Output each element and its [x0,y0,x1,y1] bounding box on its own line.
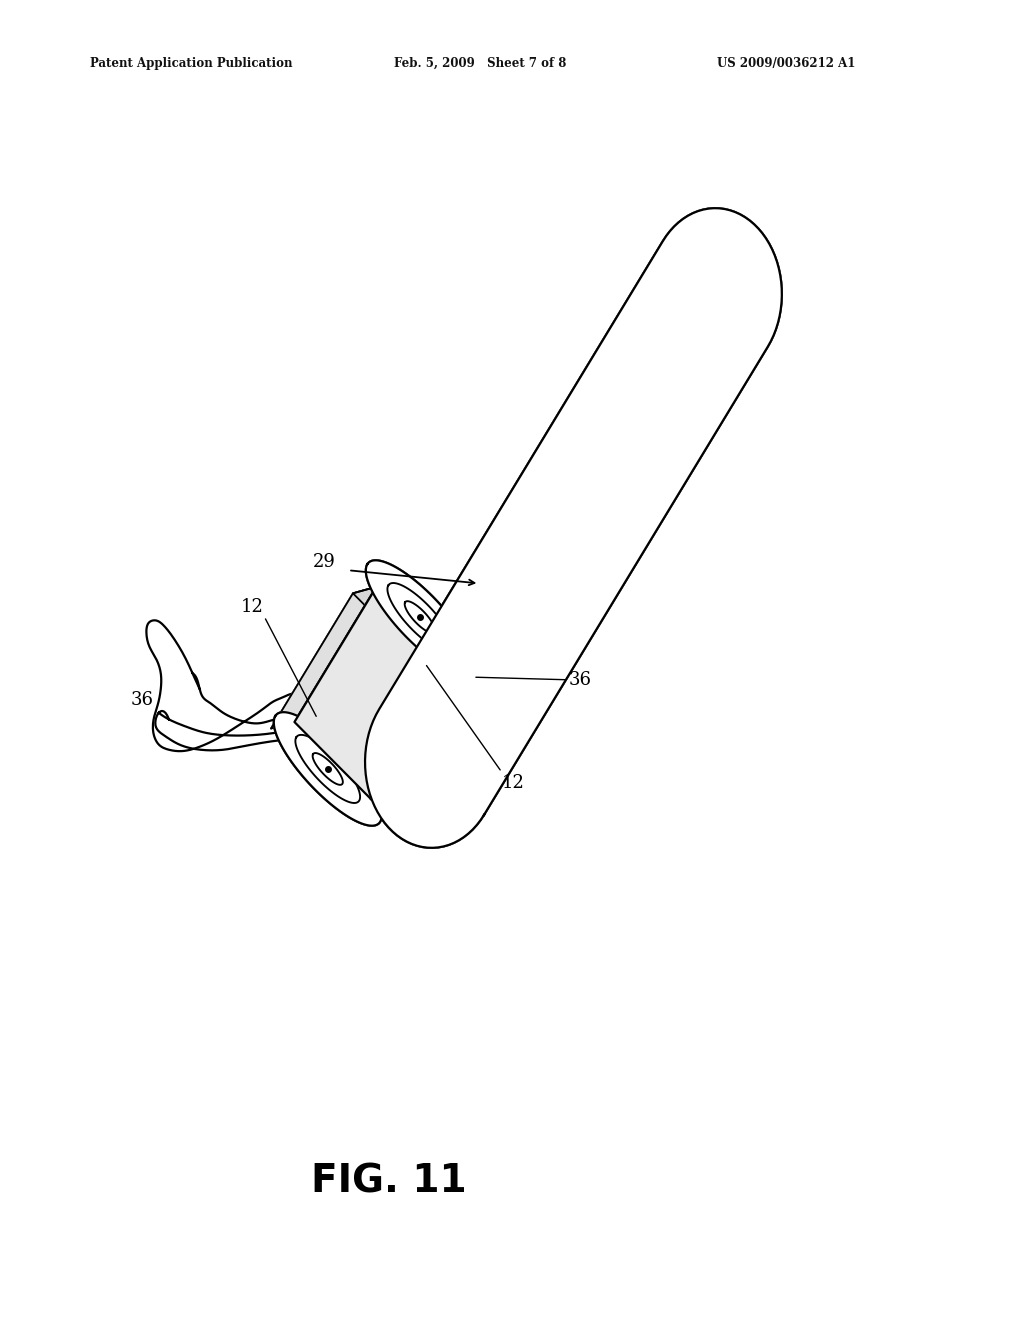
Polygon shape [365,209,782,847]
Polygon shape [353,587,453,671]
Polygon shape [385,665,488,780]
Polygon shape [271,587,377,729]
Polygon shape [353,587,453,671]
Polygon shape [295,587,453,799]
Text: 36: 36 [131,690,154,709]
Text: 29: 29 [312,553,335,572]
Text: 12: 12 [241,598,263,616]
Polygon shape [295,587,453,799]
Polygon shape [146,620,296,751]
Text: 36: 36 [568,671,591,689]
Polygon shape [271,587,377,729]
Text: Feb. 5, 2009   Sheet 7 of 8: Feb. 5, 2009 Sheet 7 of 8 [394,57,566,70]
Text: FIG. 11: FIG. 11 [311,1163,467,1200]
Polygon shape [273,713,382,826]
Polygon shape [273,713,382,826]
Polygon shape [295,587,453,799]
Polygon shape [295,587,453,799]
Text: US 2009/0036212 A1: US 2009/0036212 A1 [717,57,855,70]
Polygon shape [156,711,406,750]
Polygon shape [366,560,474,673]
Polygon shape [366,560,474,673]
Text: Patent Application Publication: Patent Application Publication [90,57,293,70]
Text: 12: 12 [502,774,524,792]
Polygon shape [365,209,782,847]
